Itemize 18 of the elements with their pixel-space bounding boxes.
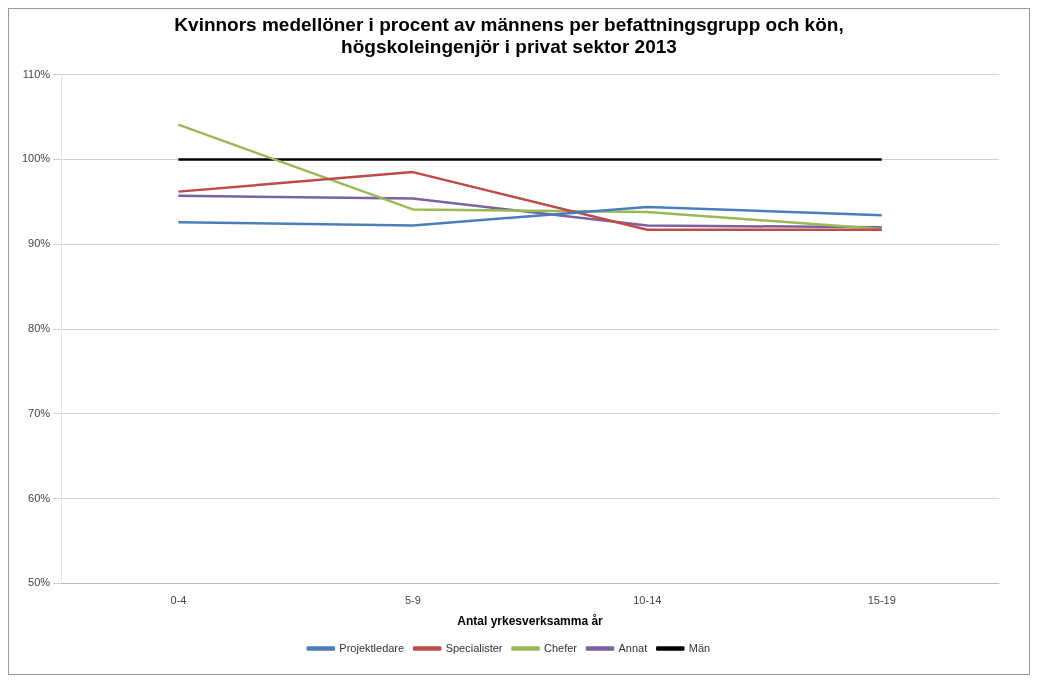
y-tick-label: 50% xyxy=(28,576,51,589)
x-axis-title: Antal yrkesverksamma år xyxy=(457,614,604,629)
x-tick-label: 15-19 xyxy=(867,594,896,607)
y-tick-label: 100% xyxy=(21,152,51,165)
x-tick-label: 5-9 xyxy=(404,594,421,607)
legend-label: Specialister xyxy=(445,641,503,654)
legend-label: Annat xyxy=(618,641,648,654)
x-tick-label: 0-4 xyxy=(170,594,187,607)
chart-title: Kvinnors medellöner i procent av männens per befattningsgrupp och kön, högskoleingenjör i privat sektor 2013 xyxy=(174,13,844,58)
y-tick-label: 60% xyxy=(28,491,51,504)
x-tick-label: 10-14 xyxy=(633,594,662,607)
y-tick-label: 80% xyxy=(28,322,51,335)
y-tick-label: 110% xyxy=(22,67,51,80)
y-tick-label: 90% xyxy=(28,237,51,250)
legend-label: Chefer xyxy=(544,641,578,654)
legend-label: Män xyxy=(688,641,711,654)
legend-label: Projektledare xyxy=(339,641,405,654)
y-tick-label: 70% xyxy=(28,406,51,419)
